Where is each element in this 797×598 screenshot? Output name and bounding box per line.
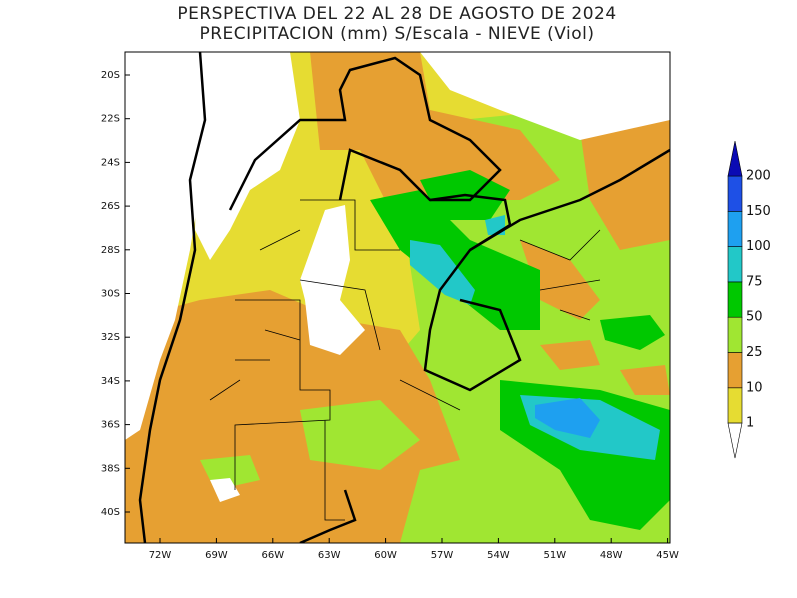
colorbar-band — [727, 175, 743, 212]
colorbar-label: 150 — [746, 204, 771, 219]
lon-label: 63W — [318, 550, 341, 561]
subtitle: PRECIPITACION (mm) S/Escala - NIEVE (Vio… — [199, 24, 594, 44]
colorbar-label: 25 — [746, 345, 763, 360]
colorbar-label: 50 — [746, 310, 763, 325]
lon-label: 72W — [149, 550, 172, 561]
lat-label: 36S — [101, 420, 120, 431]
lon-label: 51W — [543, 550, 566, 561]
lon-label: 57W — [431, 550, 454, 561]
precipitation-field — [125, 52, 670, 543]
lon-label: 69W — [205, 550, 228, 561]
lat-label: 32S — [101, 332, 120, 343]
colorbar-label: 100 — [746, 239, 771, 254]
title: PERSPECTIVA DEL 22 AL 28 DE AGOSTO DE 20… — [177, 4, 616, 24]
colorbar-band — [727, 211, 743, 247]
lon-label: 54W — [487, 550, 510, 561]
lon-label: 60W — [374, 550, 397, 561]
lat-label: 22S — [101, 114, 120, 125]
colorbar-label: 1 — [746, 416, 754, 431]
colorbar-band — [727, 316, 743, 353]
lat-label: 30S — [101, 289, 120, 300]
colorbar-band — [727, 352, 743, 389]
lon-label: 48W — [600, 550, 623, 561]
lat-label: 24S — [101, 157, 120, 168]
lat-label: 40S — [101, 507, 120, 518]
map-frame — [124, 51, 671, 544]
colorbar-band — [727, 246, 743, 283]
colorbar-label: 75 — [746, 274, 763, 289]
colorbar-label: 10 — [746, 380, 763, 395]
lat-label: 34S — [101, 376, 120, 387]
lat-label: 38S — [101, 463, 120, 474]
colorbar-label: 200 — [746, 169, 771, 184]
lat-label: 26S — [101, 201, 120, 212]
lon-label: 66W — [261, 550, 284, 561]
colorbar-over — [727, 140, 743, 177]
lat-label: 28S — [101, 245, 120, 256]
colorbar-band — [727, 387, 743, 424]
lat-label: 20S — [101, 70, 120, 81]
colorbar-under — [727, 422, 743, 459]
colorbar-band — [727, 281, 743, 318]
lon-label: 45W — [656, 550, 679, 561]
